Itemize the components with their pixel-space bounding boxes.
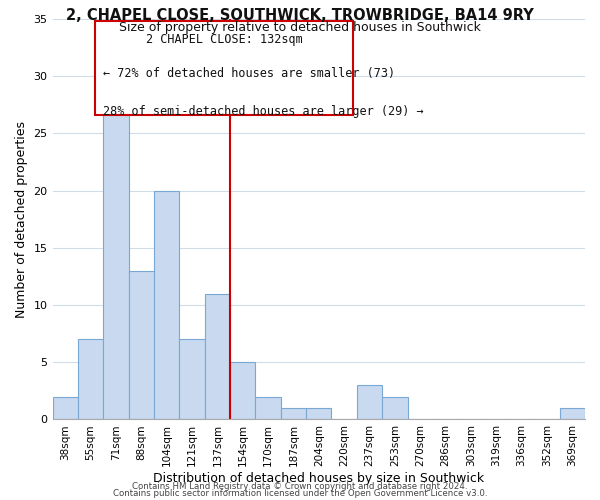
Text: Contains HM Land Registry data © Crown copyright and database right 2024.: Contains HM Land Registry data © Crown c… (132, 482, 468, 491)
X-axis label: Distribution of detached houses by size in Southwick: Distribution of detached houses by size … (153, 472, 484, 485)
Bar (256, 396, 281, 419)
Bar (357, 385, 382, 420)
Y-axis label: Number of detached properties: Number of detached properties (15, 120, 28, 318)
Bar (53, 396, 78, 419)
Text: Contains public sector information licensed under the Open Government Licence v3: Contains public sector information licen… (113, 489, 487, 498)
Text: 2 CHAPEL CLOSE: 132sqm: 2 CHAPEL CLOSE: 132sqm (146, 33, 302, 46)
Bar (306, 408, 331, 420)
Bar (128, 270, 154, 420)
Text: 28% of semi-detached houses are larger (29) →: 28% of semi-detached houses are larger (… (103, 105, 424, 118)
Text: ← 72% of detached houses are smaller (73): ← 72% of detached houses are smaller (73… (103, 67, 395, 80)
Bar (382, 396, 407, 419)
FancyBboxPatch shape (95, 21, 353, 115)
Bar (154, 190, 179, 420)
Bar (281, 408, 306, 420)
Bar (560, 408, 585, 420)
Bar (205, 294, 230, 420)
Bar (230, 362, 256, 420)
Text: 2, CHAPEL CLOSE, SOUTHWICK, TROWBRIDGE, BA14 9RY: 2, CHAPEL CLOSE, SOUTHWICK, TROWBRIDGE, … (66, 8, 534, 22)
Bar (179, 340, 205, 419)
Bar (78, 340, 103, 419)
Bar (103, 99, 128, 420)
Text: Size of property relative to detached houses in Southwick: Size of property relative to detached ho… (119, 21, 481, 34)
